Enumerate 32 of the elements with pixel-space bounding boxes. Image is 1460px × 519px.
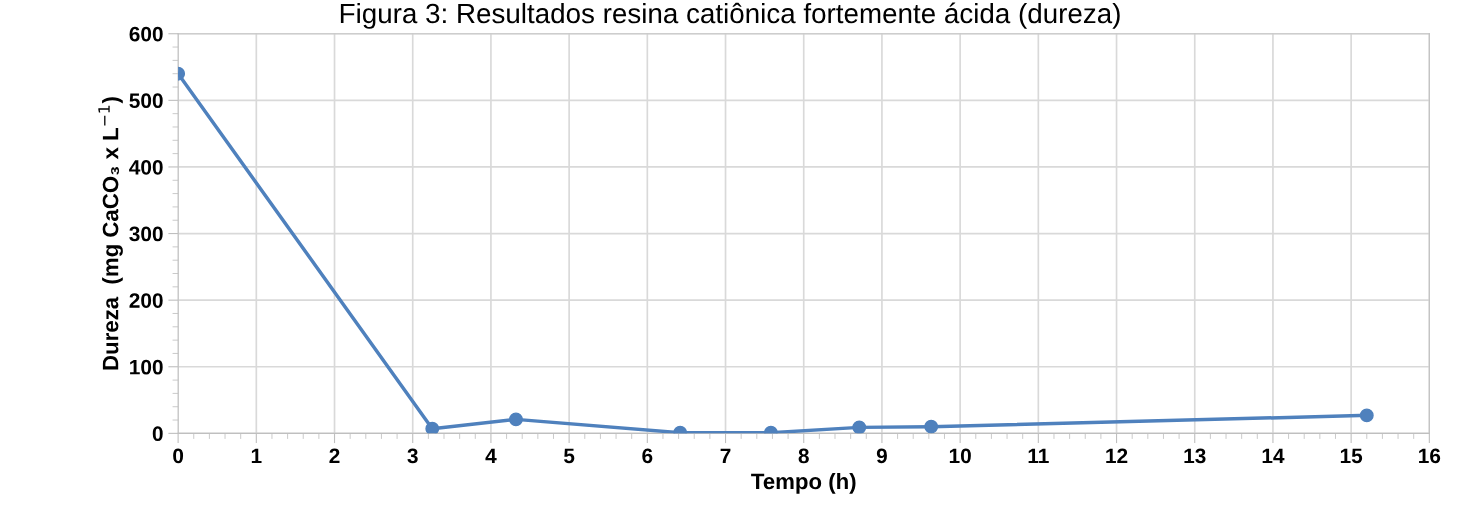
x-tick-label: 1 (251, 448, 262, 464)
x-tick-label: 5 (563, 448, 575, 464)
point (509, 412, 523, 427)
x-tick-label: 8 (798, 448, 809, 464)
x-tick-label: 12 (1106, 448, 1128, 464)
chart-title: Figura 3: Resultados resina catiônica fortemente ácida (dureza) (340, 2, 1120, 29)
x-tick-label: 6 (642, 448, 653, 464)
x-tick-label: 15 (1340, 448, 1363, 464)
y-tick-label: 100 (130, 359, 163, 375)
point (852, 420, 867, 434)
y-axis-title: Dureza (mg CaCO₃ x L$^{−1}$) (98, 97, 123, 370)
y-tick-label: 300 (129, 226, 163, 242)
x-tick-label: 10 (949, 448, 971, 464)
y-tick-label: 400 (129, 159, 163, 175)
x-axis-title: Tempo (h) (751, 472, 856, 494)
x-tick-label: 3 (407, 448, 418, 464)
x-tick-label: 9 (876, 448, 887, 464)
x-tick-label: 14 (1262, 448, 1285, 464)
y-tick-label: 0 (152, 426, 163, 442)
x-tick-label: 16 (1419, 448, 1441, 464)
y-tick-label: 200 (129, 293, 163, 308)
x-tick-label: 0 (173, 448, 184, 464)
point (924, 419, 939, 434)
x-tick-label: 13 (1184, 448, 1206, 464)
point (425, 421, 440, 434)
x-tick-label: 4 (485, 448, 497, 464)
y-tick-label: 600 (129, 26, 163, 42)
point (1359, 408, 1374, 423)
x-tick-label: 11 (1028, 448, 1049, 464)
x-tick-label: 7 (720, 448, 731, 464)
x-tick-label: 2 (329, 448, 340, 464)
y-tick-label: 500 (129, 93, 163, 109)
